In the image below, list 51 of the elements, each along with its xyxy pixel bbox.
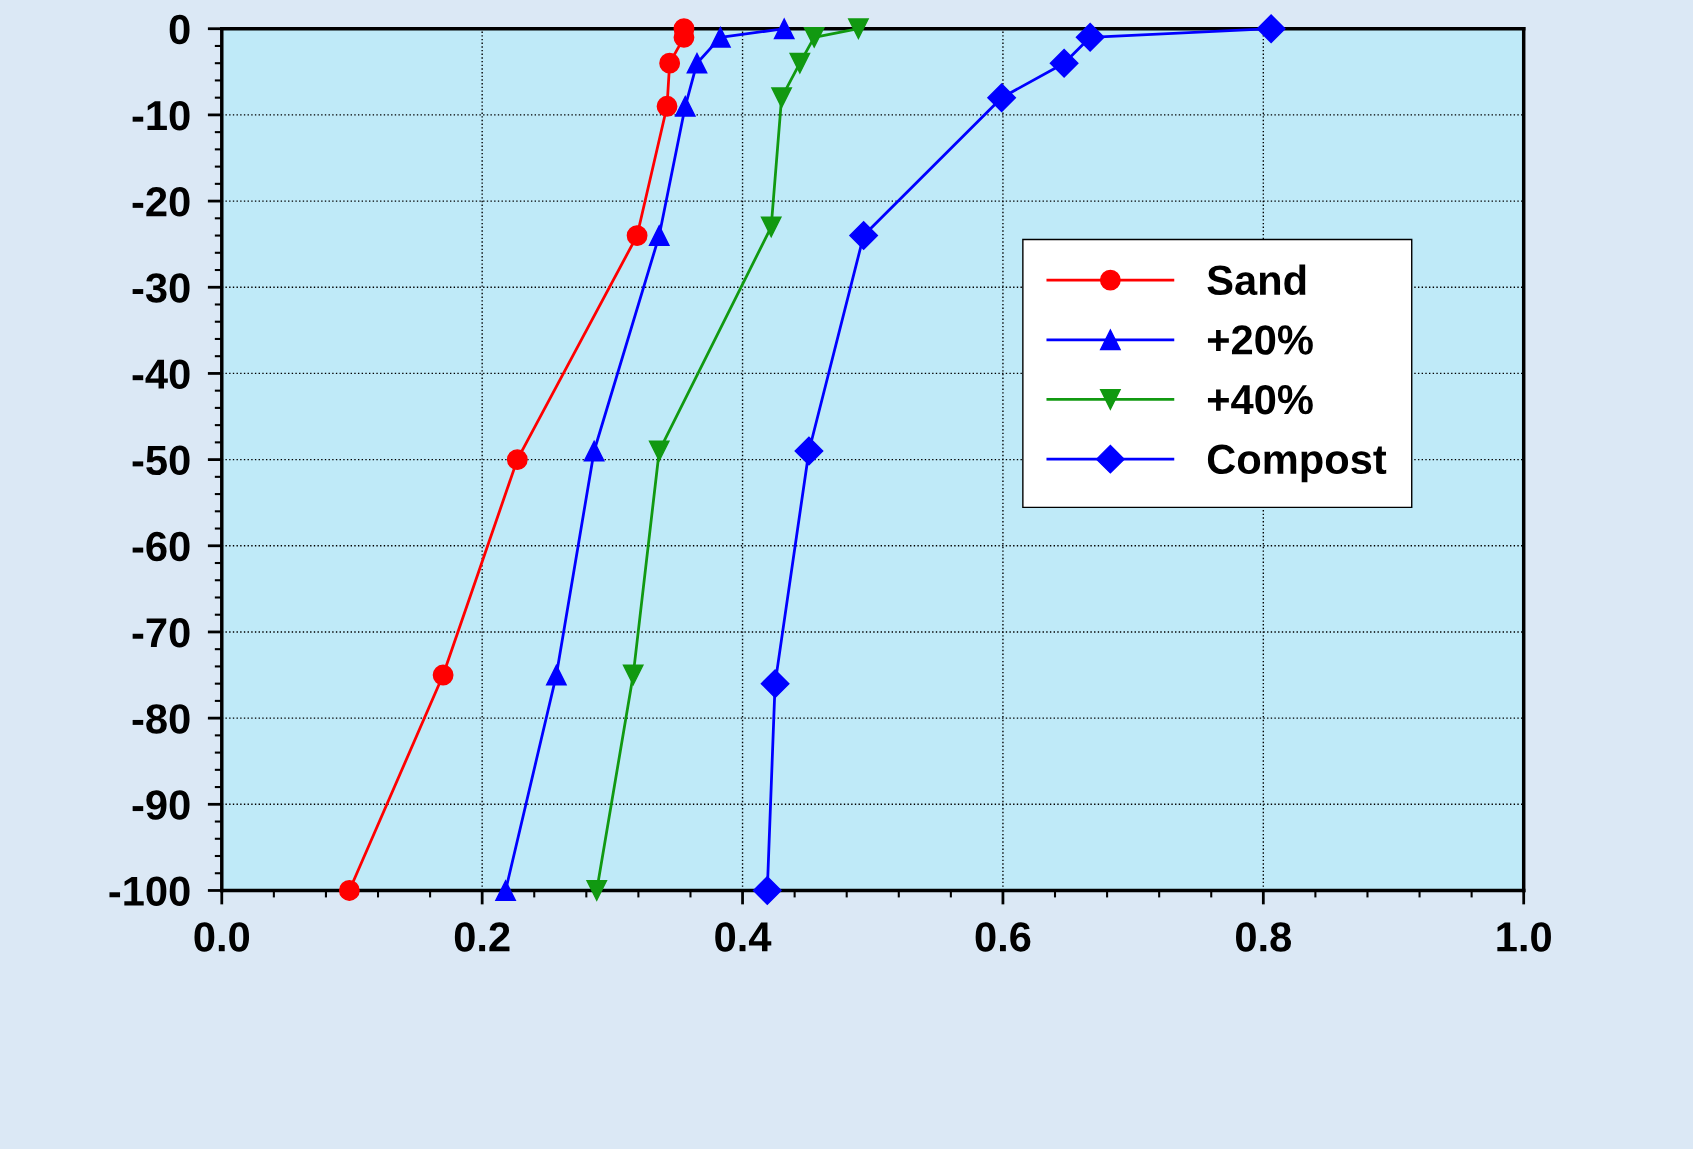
y-tick-label: -40 bbox=[132, 359, 190, 389]
point bbox=[794, 436, 824, 466]
point bbox=[686, 52, 708, 74]
point bbox=[848, 18, 869, 40]
point bbox=[545, 664, 567, 686]
point bbox=[338, 880, 360, 901]
point bbox=[656, 95, 678, 117]
y-tick-label: -100 bbox=[109, 876, 190, 906]
point bbox=[586, 880, 608, 901]
x-tick-label: 0.4 bbox=[715, 922, 772, 952]
y-tick-label: -90 bbox=[132, 790, 190, 820]
point bbox=[432, 664, 454, 686]
point bbox=[760, 216, 782, 238]
y-tick-label: -20 bbox=[132, 187, 190, 217]
point bbox=[709, 26, 731, 48]
point bbox=[803, 26, 825, 48]
y-tick-label: 0 bbox=[169, 14, 190, 45]
point bbox=[648, 225, 670, 246]
point bbox=[659, 52, 681, 74]
point bbox=[506, 449, 528, 471]
point bbox=[1256, 14, 1286, 44]
legend-label: +40% bbox=[1207, 384, 1313, 415]
y-tick-label: -50 bbox=[132, 445, 190, 476]
point bbox=[622, 664, 644, 686]
legend-label: Sand bbox=[1207, 264, 1306, 296]
point bbox=[583, 440, 605, 462]
x-tick-label: 0.2 bbox=[454, 922, 510, 952]
point bbox=[789, 52, 811, 74]
point bbox=[1049, 48, 1079, 78]
point bbox=[752, 876, 782, 905]
point bbox=[773, 18, 795, 40]
point bbox=[760, 669, 790, 699]
y-tick-label: -30 bbox=[132, 273, 190, 303]
y-tick-label: -80 bbox=[132, 704, 190, 734]
point bbox=[849, 221, 879, 250]
point bbox=[626, 225, 648, 246]
x-tick-label: 0.6 bbox=[975, 922, 1031, 952]
legend-label: +20% bbox=[1207, 325, 1313, 355]
x-tick-label: 0.8 bbox=[1236, 922, 1291, 952]
x-tick-label: 0.0 bbox=[194, 922, 250, 952]
point bbox=[648, 440, 670, 462]
point bbox=[1075, 22, 1105, 52]
point bbox=[674, 95, 696, 117]
x-tick-label: 1.0 bbox=[1497, 922, 1551, 952]
legend-label: Compost bbox=[1207, 444, 1387, 483]
y-tick-label: -70 bbox=[132, 617, 190, 648]
y-tick-label: -10 bbox=[132, 100, 190, 131]
point bbox=[987, 83, 1017, 113]
y-tick-label: -60 bbox=[132, 531, 190, 562]
point bbox=[771, 87, 793, 109]
point bbox=[495, 880, 517, 901]
